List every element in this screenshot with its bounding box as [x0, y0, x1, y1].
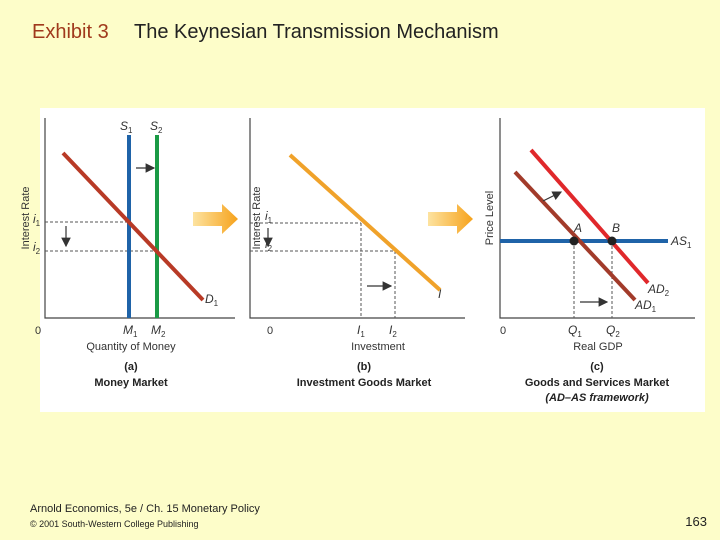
label: I2	[389, 323, 397, 339]
flow-arrow	[193, 204, 238, 234]
investment-line	[288, 153, 442, 292]
point-a	[569, 236, 579, 246]
x-axis-label: Quantity of Money	[86, 341, 176, 353]
label: i2	[33, 240, 41, 256]
axes	[249, 118, 465, 319]
axes	[499, 118, 695, 319]
panel-c: Price Level A B AS1 AD2 AD1 Q1 Q2 0 Real…	[484, 118, 695, 404]
x-axis-label: Investment	[351, 341, 405, 353]
footer-course: Arnold Economics, 5e / Ch. 15 Monetary P…	[30, 503, 260, 515]
panel-caption: Goods and Services Market	[525, 377, 670, 389]
panel-caption: Money Market	[94, 377, 168, 389]
panel-caption: Investment Goods Market	[297, 377, 432, 389]
panel-letter: (a)	[124, 361, 138, 373]
shift-arrow	[542, 191, 563, 202]
x-axis-label: Real GDP	[573, 341, 623, 353]
label: AD1	[634, 298, 657, 314]
exhibit-label: Exhibit 3	[32, 21, 109, 43]
label: I	[438, 287, 442, 301]
label: i1	[33, 212, 41, 228]
figure-panel	[40, 108, 705, 412]
label: i1	[265, 209, 273, 225]
label: B	[612, 221, 620, 235]
origin: 0	[35, 325, 41, 337]
demand-d1	[61, 151, 205, 302]
flow-arrow	[428, 204, 473, 234]
footer-copyright: © 2001 South-Western College Publishing	[30, 519, 199, 529]
y-axis-label: Price Level	[484, 191, 496, 245]
panel-letter: (c)	[590, 361, 604, 373]
ad2-curve	[529, 148, 650, 285]
axes	[44, 118, 235, 319]
panel-letter: (b)	[357, 361, 371, 373]
origin: 0	[500, 325, 506, 337]
slide-title: The Keynesian Transmission Mechanism	[134, 21, 499, 43]
ad1-curve	[513, 170, 637, 302]
point-b	[607, 236, 617, 246]
y-axis-label: Interest Rate	[251, 187, 263, 250]
label: i2	[265, 237, 273, 253]
label: A	[573, 221, 582, 235]
label: AS1	[670, 234, 692, 250]
label: I1	[357, 323, 365, 339]
panel-caption: (AD–AS framework)	[545, 392, 649, 404]
y-axis-label: Interest Rate	[20, 187, 32, 250]
panel-b: Interest Rate I i1 i2 I1 I2 0 Investment…	[249, 118, 465, 389]
label: AD2	[647, 282, 670, 298]
origin: 0	[267, 325, 273, 337]
page-number: 163	[685, 514, 707, 529]
